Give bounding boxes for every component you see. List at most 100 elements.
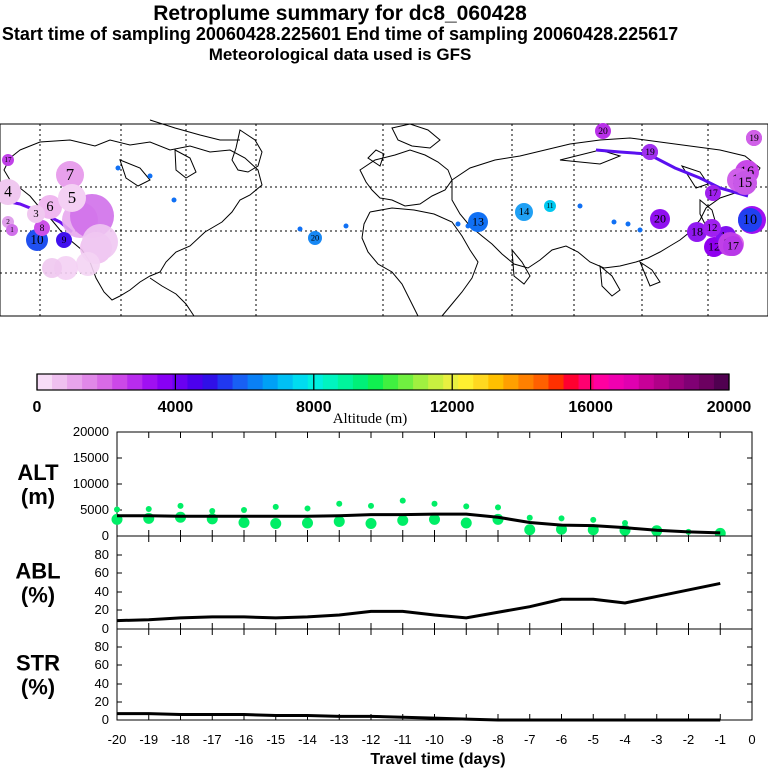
y-tick-label: 20 bbox=[95, 602, 109, 617]
colorbar-swatch bbox=[187, 374, 203, 390]
panel-frame bbox=[116, 628, 753, 721]
y-tick-label: 15000 bbox=[73, 450, 109, 465]
plume-marker-circle bbox=[703, 219, 721, 237]
alt-scatter-point bbox=[590, 516, 597, 523]
plume-marker-circle bbox=[544, 200, 556, 212]
plume-blob bbox=[42, 258, 62, 278]
plume-dot bbox=[147, 173, 153, 179]
alt-scatter-point bbox=[431, 500, 438, 507]
plume-blob bbox=[82, 224, 118, 260]
x-tick-label: -12 bbox=[362, 732, 381, 747]
colorbar-swatch bbox=[533, 374, 549, 390]
alt-scatter-point bbox=[177, 502, 184, 509]
plume-marker: 17 bbox=[723, 236, 743, 256]
met-data-source: Meteorological data used is GFS bbox=[208, 45, 472, 64]
y-tick-label: 10000 bbox=[73, 476, 109, 491]
plume-day-label: 4 bbox=[4, 184, 12, 201]
alt-median-line bbox=[117, 512, 721, 535]
colorbar-ticks: 0 4000 8000 12000 16000 20000 bbox=[33, 374, 752, 416]
plume-marker: 13 bbox=[468, 212, 488, 232]
plume-marker: 5 bbox=[58, 184, 86, 212]
colorbar-swatch bbox=[578, 374, 595, 390]
plume-marker: 11 bbox=[544, 200, 556, 212]
alt-scatter-point bbox=[463, 503, 470, 510]
y-tick-label: 60 bbox=[95, 657, 109, 672]
alt-scatter-point bbox=[429, 513, 440, 525]
x-tick-label: -1 bbox=[714, 732, 726, 747]
x-tick-label: 0 bbox=[748, 732, 755, 747]
panel-frame bbox=[116, 535, 753, 630]
colorbar-swatch bbox=[52, 374, 68, 390]
plume-marker-circle bbox=[27, 205, 45, 223]
plume-day-label: 2 bbox=[6, 218, 10, 226]
x-tick-label: -10 bbox=[425, 732, 444, 747]
colorbar-tick-label: 20000 bbox=[707, 399, 752, 416]
colorbar-swatch bbox=[638, 374, 655, 390]
plume-day-label: 19 bbox=[749, 133, 759, 144]
x-tick-label: -2 bbox=[683, 732, 695, 747]
plume-marker: 9 bbox=[56, 232, 72, 248]
alt-scatter-point bbox=[270, 518, 282, 530]
plume-dot bbox=[465, 223, 471, 229]
plume-day-label: 7 bbox=[66, 165, 74, 184]
panel-str: 80 60 40 20 0 STR(%) bbox=[16, 628, 753, 727]
plume-dot bbox=[455, 221, 461, 227]
plume-marker-circle bbox=[58, 184, 86, 212]
alt-scatter-point bbox=[145, 505, 152, 512]
plume-day-label: 20 bbox=[598, 126, 608, 137]
colorbar-swatch bbox=[337, 374, 354, 390]
plume-day-label: 17 bbox=[4, 156, 12, 164]
plume-marker: 8 bbox=[34, 220, 50, 236]
plume-blob bbox=[76, 252, 100, 276]
colorbar-swatch bbox=[352, 374, 369, 390]
colorbar-swatch bbox=[488, 374, 504, 390]
plume-day-label: 17 bbox=[727, 239, 739, 253]
y-tick-label: 60 bbox=[95, 565, 109, 580]
y-tick-label: 5000 bbox=[80, 502, 109, 517]
x-tick-label: -17 bbox=[203, 732, 222, 747]
alt-scatter-point bbox=[238, 516, 250, 528]
colorbar-swatch bbox=[563, 374, 580, 390]
plume-marker: 12 bbox=[703, 219, 721, 237]
colorbar-swatch bbox=[413, 374, 429, 390]
panel-ylabel: ALT bbox=[17, 460, 59, 485]
map-frame bbox=[0, 123, 768, 317]
x-tick-label: -4 bbox=[619, 732, 631, 747]
colorbar-swatch bbox=[383, 374, 399, 390]
plume-day-label: 13 bbox=[472, 215, 484, 229]
colorbar-swatch bbox=[443, 374, 459, 390]
plume-marker: 4 bbox=[0, 179, 21, 205]
plume-marker-circle bbox=[642, 144, 658, 160]
colorbar-swatch bbox=[503, 374, 519, 390]
colorbar-swatch bbox=[668, 374, 685, 390]
colorbar-swatch bbox=[292, 374, 309, 390]
colorbar-swatch bbox=[157, 374, 173, 390]
plume-marker: 19 bbox=[642, 144, 658, 160]
alt-scatter-point bbox=[558, 515, 565, 522]
plume-marker: 20 bbox=[650, 209, 670, 229]
colorbar-swatch bbox=[67, 374, 83, 390]
x-axis-labels: -20 -19 -18 -17 -16 -15 -14 -13 -12 -11 -10 -9 -8 -7-… bbox=[108, 732, 756, 747]
colorbar-swatch bbox=[97, 374, 113, 390]
plume-marker: 17 bbox=[2, 154, 14, 166]
plume-marker-circle bbox=[2, 154, 14, 166]
panel-ylabel: (%) bbox=[21, 675, 55, 700]
plume-marker-circle bbox=[705, 185, 721, 201]
plume-marker-circle bbox=[56, 232, 72, 248]
y-tick-label: 40 bbox=[95, 584, 109, 599]
y-tick-label: 20000 bbox=[73, 424, 109, 439]
chart-title: Retroplume summary for dc8_060428 bbox=[153, 2, 527, 25]
colorbar-swatch bbox=[37, 374, 53, 390]
plume-dot bbox=[171, 197, 177, 203]
plume-marker: 3 bbox=[27, 205, 45, 223]
panel-ylabel: ABL bbox=[15, 559, 60, 584]
plume-day-label: 12 bbox=[707, 222, 718, 234]
plume-marker-circle bbox=[650, 209, 670, 229]
world-map: 2019181716151413121110987654321201413112… bbox=[0, 119, 768, 317]
colorbar-swatch bbox=[367, 374, 384, 390]
plume-marker: 14 bbox=[515, 203, 533, 221]
x-tick-label: -3 bbox=[651, 732, 663, 747]
alt-scatter-point bbox=[622, 520, 628, 526]
plume-day-label: 6 bbox=[46, 199, 53, 215]
